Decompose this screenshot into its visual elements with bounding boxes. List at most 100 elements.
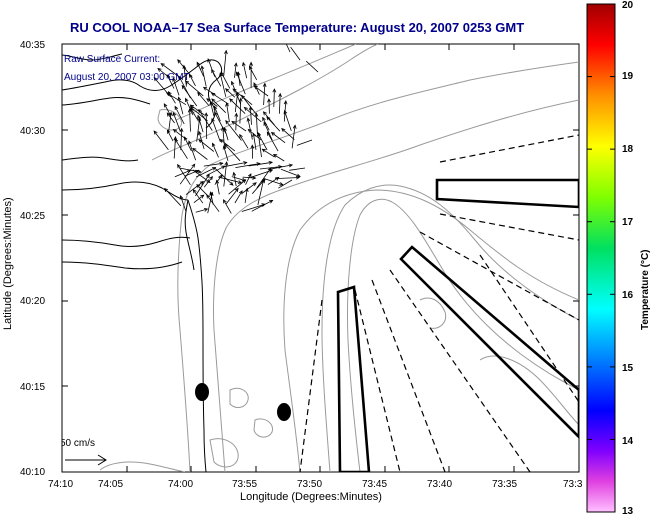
current-vector (241, 203, 266, 212)
current-vector-head (253, 85, 258, 90)
y-tick-label: 40:35 (20, 40, 45, 51)
current-vector (196, 62, 204, 77)
current-vector (172, 112, 181, 132)
current-vector (266, 116, 281, 132)
current-vector-head (213, 105, 218, 110)
current-vector-head (199, 180, 205, 185)
bathymetry-contours (99, 44, 579, 472)
current-vector-head (234, 112, 239, 117)
current-vector (193, 194, 204, 204)
current-vector-head (231, 120, 236, 125)
current-vector (206, 98, 218, 107)
current-vector-head (224, 161, 229, 166)
current-vector-head (179, 127, 184, 133)
current-vector-head (185, 97, 189, 103)
current-vector-head (188, 73, 193, 78)
current-vector (195, 208, 208, 213)
colorbar-tick-label: 17 (622, 217, 634, 228)
current-vector (172, 78, 180, 96)
current-vector (251, 200, 273, 212)
current-vector (248, 161, 273, 167)
current-vector-head (283, 109, 288, 115)
current-vector-head (252, 132, 256, 138)
current-vector-head (248, 106, 253, 111)
current-vector (257, 133, 262, 158)
current-vector-head (166, 74, 171, 79)
x-tick-label: 73:40 (427, 479, 452, 490)
current-vector (284, 110, 292, 132)
current-vector-head (178, 75, 183, 81)
x-tick-label: 73:55 (232, 479, 257, 490)
coastline (62, 53, 223, 472)
current-vector (153, 130, 169, 150)
current-vector-head (229, 98, 234, 103)
current-vector-head (232, 171, 237, 177)
current-vector (244, 188, 248, 203)
colorbar-tick-label: 19 (622, 71, 634, 82)
y-axis-label: Latitude (Degrees:Minutes) (2, 197, 14, 330)
current-vector (253, 133, 257, 150)
current-vector-head (225, 88, 230, 93)
current-vector-head (242, 61, 246, 67)
current-vector (190, 104, 205, 116)
current-vector-head (241, 94, 246, 99)
current-vector (253, 82, 260, 95)
current-vector-head (172, 111, 177, 117)
current-vector (280, 168, 301, 177)
colorbar-tick-label: 16 (622, 290, 634, 301)
dashed-lines (299, 134, 579, 472)
current-vector-head (219, 161, 224, 166)
current-vector (184, 136, 192, 152)
current-vector (241, 182, 257, 194)
current-vector (225, 188, 239, 205)
current-vector-head (235, 92, 240, 97)
current-vector-head (224, 143, 229, 148)
current-vector (188, 74, 196, 87)
current-vector (257, 132, 268, 151)
current-vector (268, 99, 270, 114)
current-vector (273, 89, 275, 107)
current-vector-head (197, 169, 202, 174)
current-vector-head (218, 174, 223, 179)
current-vector (192, 189, 204, 204)
current-vector (180, 128, 183, 151)
current-vector (289, 167, 306, 171)
current-vector (223, 50, 227, 77)
current-vector-head (209, 101, 214, 106)
annotation-line-2: August 20, 2007 03:00 GMT (64, 72, 190, 83)
x-tick-label: 73:3 (563, 479, 583, 490)
current-vector (223, 145, 229, 162)
colorbar-tick-label: 18 (622, 144, 634, 155)
current-vector (249, 66, 258, 81)
current-vector-head (261, 148, 266, 153)
current-vector-head (183, 136, 188, 141)
x-tick-label: 74:00 (168, 479, 193, 490)
current-vector-head (219, 139, 224, 143)
current-vector-head (196, 61, 201, 66)
current-vector (207, 192, 213, 214)
current-vector-head (278, 165, 283, 169)
current-vector (220, 72, 231, 89)
current-vector-head (292, 124, 297, 129)
diagonal-polygon (399, 245, 579, 439)
colorbar-tick-label: 15 (622, 363, 634, 374)
colorbar-label: Temperature (°C) (640, 250, 651, 331)
current-vector-head (266, 131, 271, 136)
current-vector-head (283, 100, 288, 105)
current-vector (233, 172, 237, 187)
current-vector-head (181, 84, 186, 90)
current-vector (231, 176, 246, 181)
current-vector (168, 91, 176, 104)
current-vector-head (262, 116, 266, 122)
colorbar (586, 3, 616, 513)
current-vector (203, 87, 216, 96)
current-vector-head (244, 187, 249, 193)
current-vector (211, 92, 229, 105)
current-vector (281, 128, 295, 140)
current-vector (211, 118, 221, 143)
current-vector-head (243, 161, 248, 165)
current-vector-head (222, 145, 227, 150)
current-vector-head (179, 195, 184, 200)
current-vector-head (192, 147, 197, 152)
current-vector (244, 107, 262, 123)
